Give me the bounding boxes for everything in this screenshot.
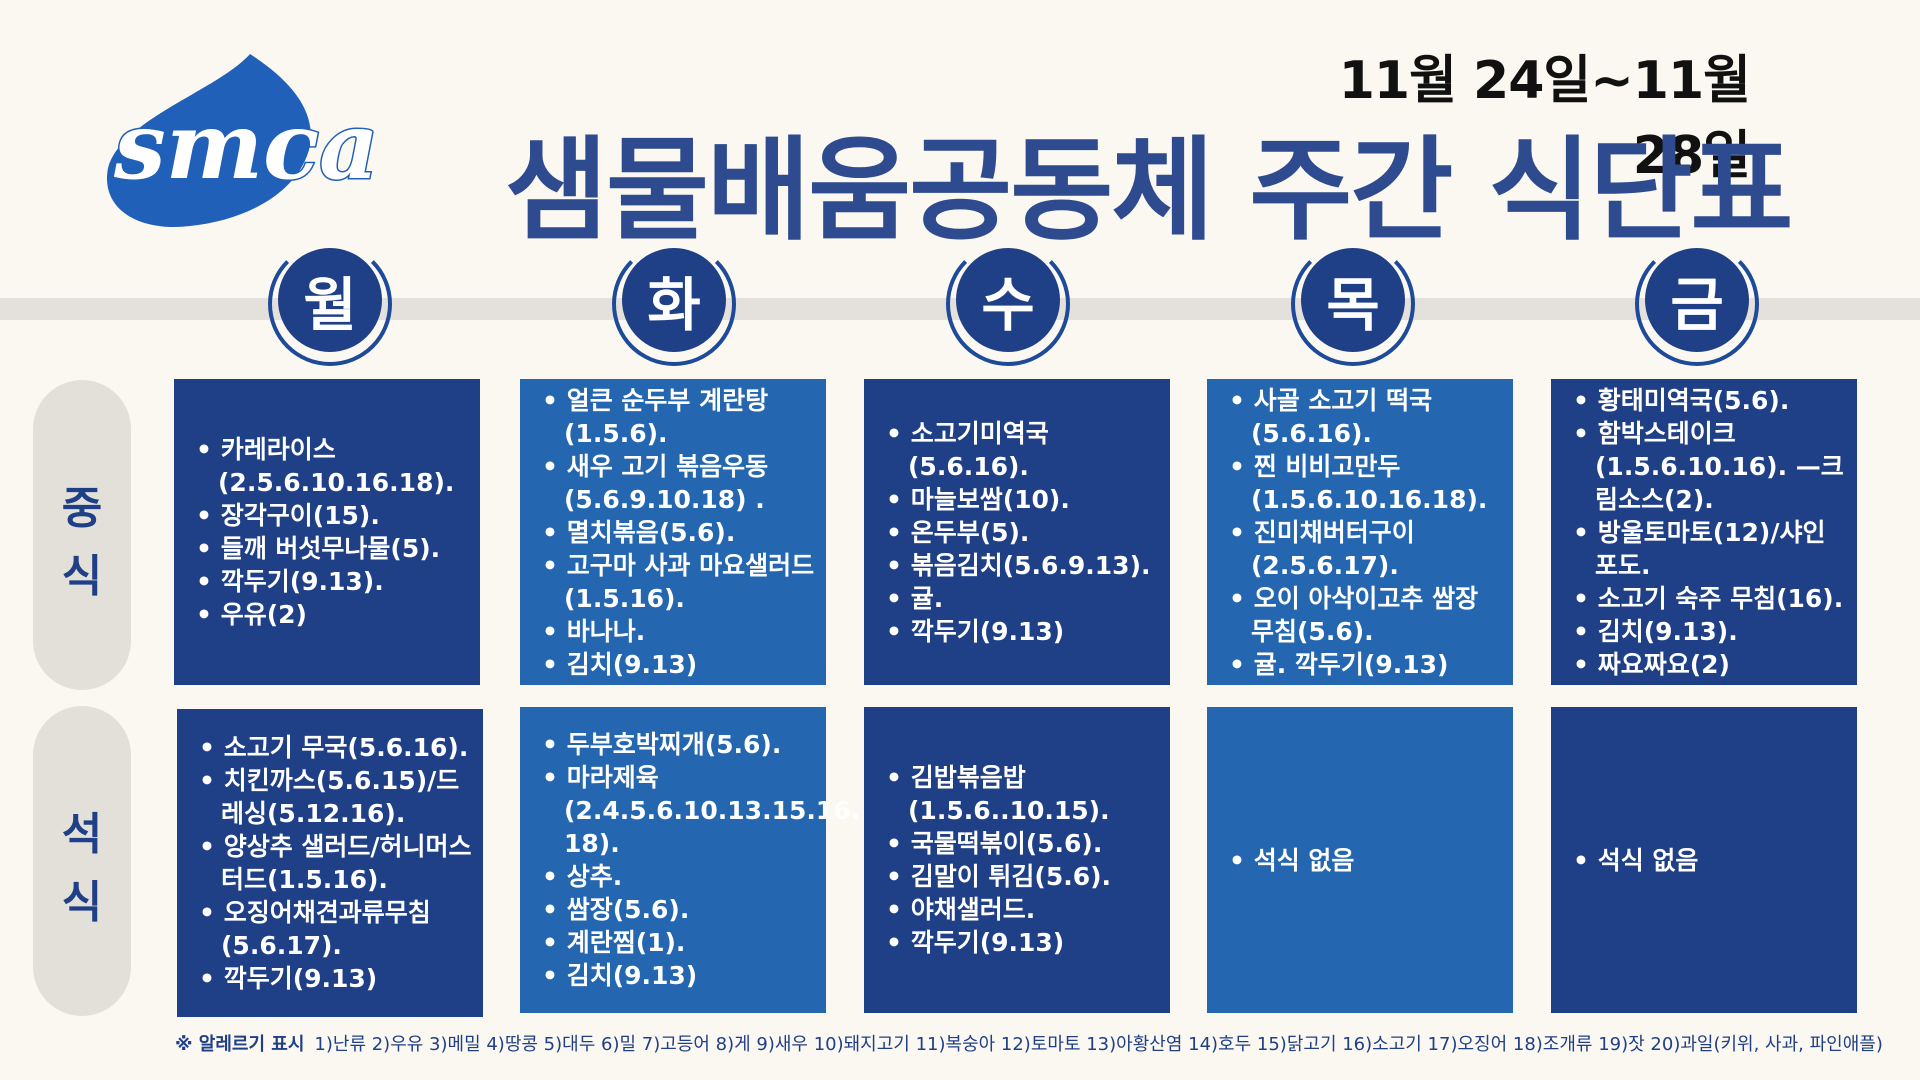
menu-item: 바나나. xyxy=(542,615,816,648)
menu-item: 소고기미역국(5.6.16). xyxy=(886,417,1160,483)
menu-item: 깍두기(9.13). xyxy=(196,565,470,598)
menu-item: 얼큰 순두부 계란탕 (1.5.6). xyxy=(542,384,816,450)
menu-item: 쌈장(5.6). xyxy=(542,893,816,926)
allergy-footnote: ※ 알레르기 표시 1)난류 2)우유 3)메밀 4)땅콩 5)대두 6)밀 7)… xyxy=(175,1030,1895,1056)
day-label: 금 xyxy=(1645,248,1749,352)
day-thursday: 목 xyxy=(1291,242,1415,366)
menu-item: 들깨 버섯무나물(5). xyxy=(196,532,470,565)
lunch-menu-thursday: 사골 소고기 떡국 (5.6.16). 찐 비비고만두 (1.5.6.10.16… xyxy=(1207,379,1513,685)
allergy-list: 1)난류 2)우유 3)메밀 4)땅콩 5)대두 6)밀 7)고등어 8)게 9… xyxy=(314,1034,1883,1055)
dinner-menu-thursday: 석식 없음 xyxy=(1207,707,1513,1013)
page-title: 샘물배움공동체 주간 식단표 xyxy=(505,126,1793,256)
day-label: 수 xyxy=(956,248,1060,352)
day-label: 목 xyxy=(1301,248,1405,352)
menu-item: 귤. xyxy=(886,582,1160,615)
meal-char: 식 xyxy=(61,877,103,928)
menu-item: 석식 없음 xyxy=(1573,844,1847,877)
menu-item: 석식 없음 xyxy=(1229,844,1503,877)
menu-item: 오징어채견과류무침 (5.6.17). xyxy=(199,896,473,962)
menu-item: 짜요짜요(2) xyxy=(1573,648,1847,681)
meal-label-dinner: 석 식 xyxy=(33,706,131,1016)
menu-item: 카레라이스 (2.5.6.10.16.18). xyxy=(196,433,470,499)
menu-item: 김치(9.13). xyxy=(1573,615,1847,648)
day-wednesday: 수 xyxy=(946,242,1070,366)
menu-item: 새우 고기 볶음우동 (5.6.9.10.18) . xyxy=(542,450,816,516)
menu-item: 야채샐러드. xyxy=(886,893,1160,926)
menu-item: 소고기 무국(5.6.16). xyxy=(199,731,473,764)
dinner-menu-monday: 소고기 무국(5.6.16).치킨까스(5.6.15)/드레싱(5.12.16)… xyxy=(177,709,483,1017)
menu-item: 깍두기(9.13) xyxy=(199,962,473,995)
menu-item: 찐 비비고만두 (1.5.6.10.16.18). xyxy=(1229,450,1503,516)
menu-item: 마늘보쌈(10). xyxy=(886,483,1160,516)
meal-char: 식 xyxy=(61,551,103,602)
menu-item: 장각구이(15). xyxy=(196,499,470,532)
lunch-menu-tuesday: 얼큰 순두부 계란탕 (1.5.6).새우 고기 볶음우동 (5.6.9.10.… xyxy=(520,379,826,685)
day-label: 월 xyxy=(278,248,382,352)
menu-item: 귤. 깍두기(9.13) xyxy=(1229,648,1503,681)
day-friday: 금 xyxy=(1635,242,1759,366)
menu-item: 사골 소고기 떡국 (5.6.16). xyxy=(1229,384,1503,450)
menu-item: 치킨까스(5.6.15)/드레싱(5.12.16). xyxy=(199,764,473,830)
menu-item: 방울토마토(12)/샤인포도. xyxy=(1573,516,1847,582)
menu-item: 깍두기(9.13) xyxy=(886,926,1160,959)
menu-item: 두부호박찌개(5.6). xyxy=(542,728,816,761)
day-monday: 월 xyxy=(268,242,392,366)
lunch-menu-friday: 황태미역국(5.6).함박스테이크 (1.5.6.10.16). —크림소스(2… xyxy=(1551,379,1857,685)
menu-item: 김밥볶음밥 (1.5.6..10.15). xyxy=(886,761,1160,827)
menu-item: 상추. xyxy=(542,860,816,893)
menu-item: 황태미역국(5.6). xyxy=(1573,384,1847,417)
meal-char: 석 xyxy=(61,809,103,860)
menu-item: 계란찜(1). xyxy=(542,926,816,959)
menu-item: 김치(9.13) xyxy=(542,959,816,992)
meal-char: 중 xyxy=(61,483,103,534)
dinner-menu-tuesday: 두부호박찌개(5.6).마라제육 (2.4.5.6.10.13.15.16. 1… xyxy=(520,707,860,1013)
lunch-menu-wednesday: 소고기미역국(5.6.16).마늘보쌈(10).온두부(5).볶음김치(5.6.… xyxy=(864,379,1170,685)
meal-label-lunch: 중 식 xyxy=(33,380,131,690)
day-label: 화 xyxy=(622,248,726,352)
menu-item: 김말이 튀김(5.6). xyxy=(886,860,1160,893)
menu-item: 양상추 샐러드/허니머스터드(1.5.16). xyxy=(199,830,473,896)
allergy-label: ※ 알레르기 표시 xyxy=(175,1034,305,1055)
menu-item: 오이 아삭이고추 쌈장 무침(5.6). xyxy=(1229,582,1503,648)
logo-text: smca xyxy=(113,92,379,200)
menu-item: 볶음김치(5.6.9.13). xyxy=(886,549,1160,582)
menu-item: 함박스테이크 (1.5.6.10.16). —크림소스(2). xyxy=(1573,417,1847,516)
smca-logo: smca xyxy=(106,54,380,227)
menu-item: 온두부(5). xyxy=(886,516,1160,549)
menu-item: 깍두기(9.13) xyxy=(886,615,1160,648)
date-range: 11월 24일~11월 28일 xyxy=(1338,51,1751,186)
dinner-menu-friday: 석식 없음 xyxy=(1551,707,1857,1013)
menu-item: 소고기 숙주 무침(16). xyxy=(1573,582,1847,615)
menu-item: 고구마 사과 마요샐러드(1.5.16). xyxy=(542,549,816,615)
menu-item: 진미채버터구이 (2.5.6.17). xyxy=(1229,516,1503,582)
dinner-menu-wednesday: 김밥볶음밥 (1.5.6..10.15).국물떡볶이(5.6).김말이 튀김(5… xyxy=(864,707,1170,1013)
day-tuesday: 화 xyxy=(612,242,736,366)
menu-item: 김치(9.13) xyxy=(542,648,816,681)
menu-item: 멸치볶음(5.6). xyxy=(542,516,816,549)
menu-item: 마라제육 (2.4.5.6.10.13.15.16. 18). xyxy=(542,761,860,860)
lunch-menu-monday: 카레라이스 (2.5.6.10.16.18).장각구이(15).들깨 버섯무나물… xyxy=(174,379,480,685)
menu-item: 국물떡볶이(5.6). xyxy=(886,827,1160,860)
menu-item: 우유(2) xyxy=(196,598,470,631)
